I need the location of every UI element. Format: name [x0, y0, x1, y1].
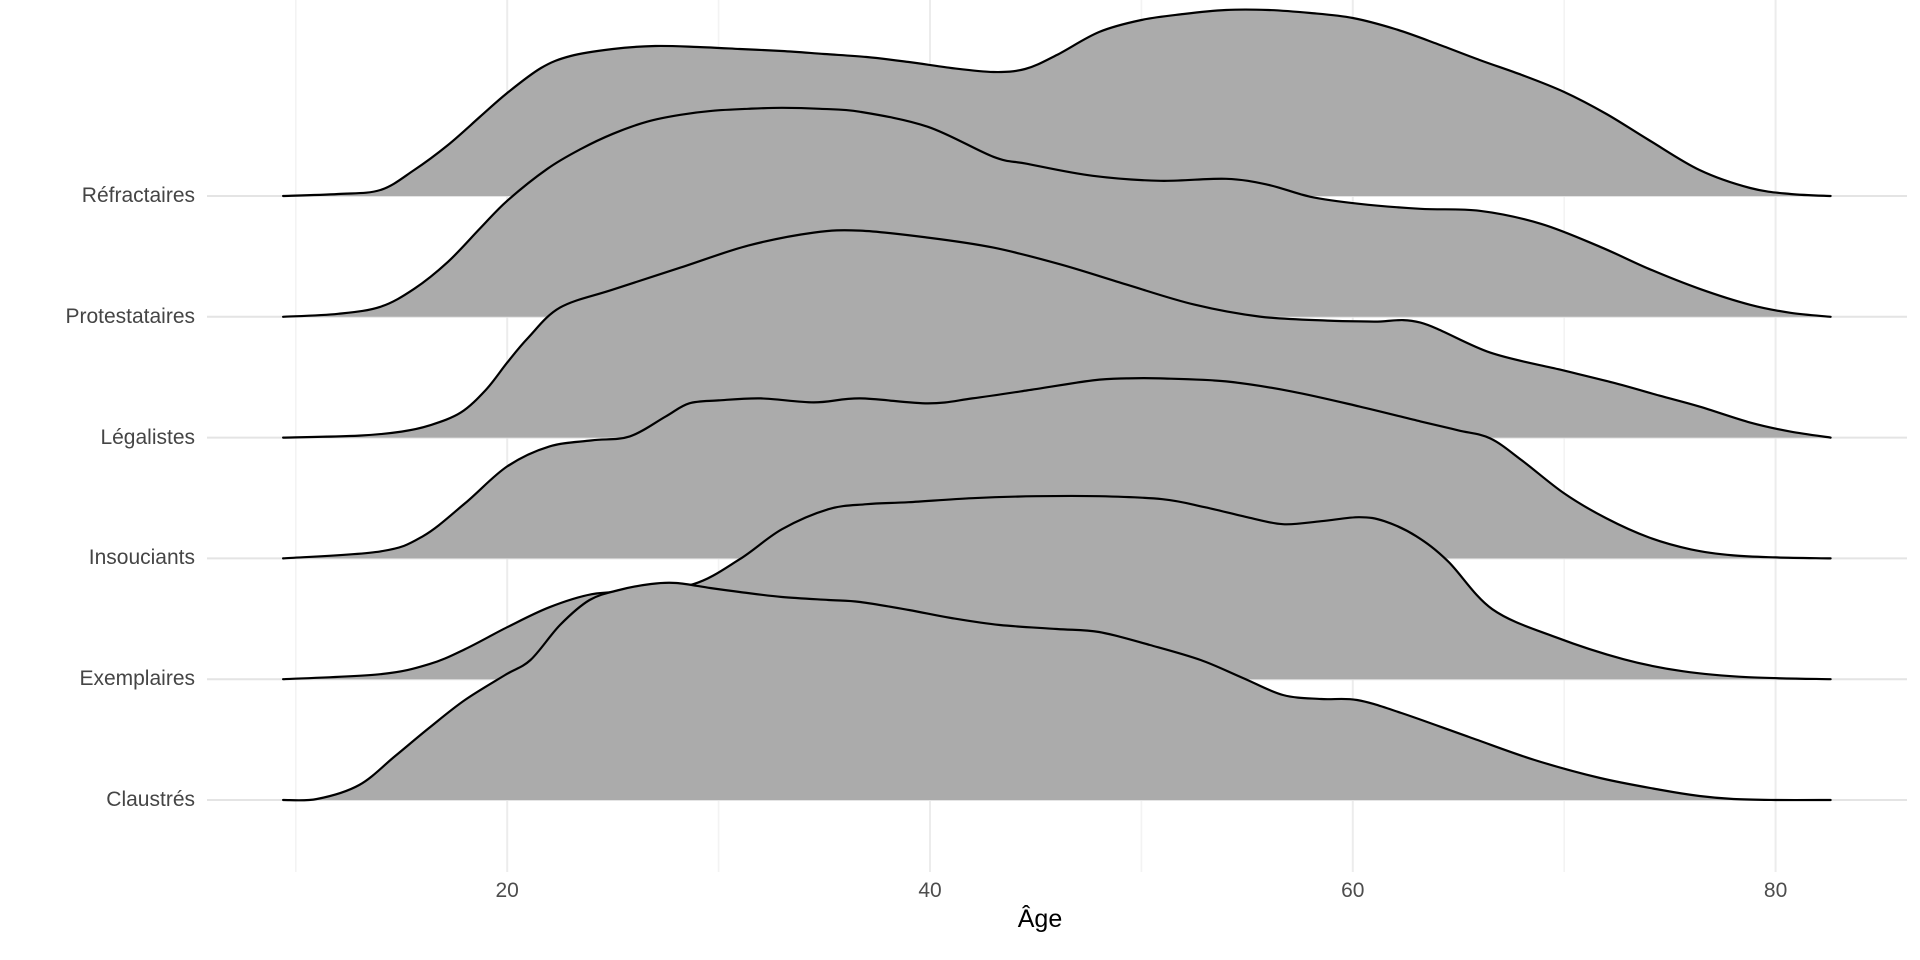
category-label-Insouciants: Insouciants: [88, 546, 195, 570]
category-label-Protestataires: Protestataires: [65, 304, 195, 328]
category-label-Claustrés: Claustrés: [106, 788, 195, 811]
x-tick-label-20: 20: [495, 879, 519, 902]
ridge-curve-Claustrés: [282, 581, 1832, 802]
ridge-curve-Réfractaires: [282, 8, 1832, 198]
x-tick-label-40: 40: [918, 879, 942, 902]
ridge-curve-Protestataires: [282, 106, 1832, 318]
category-label-Exemplaires: Exemplaires: [79, 667, 195, 691]
x-tick-label-80: 80: [1763, 879, 1788, 902]
x-tick-label-60: 60: [1341, 879, 1365, 902]
ridge-curve-Légalistes: [282, 229, 1832, 439]
category-label-Réfractaires: Réfractaires: [81, 184, 195, 207]
x-axis-title: Âge: [1017, 905, 1063, 933]
ridge-curve-Insouciants: [282, 377, 1832, 560]
category-label-Légalistes: Légalistes: [100, 425, 195, 449]
